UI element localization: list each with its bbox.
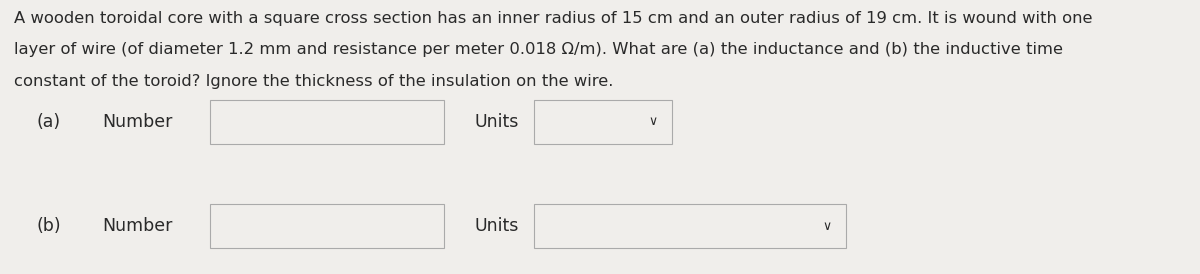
Text: ∨: ∨ <box>822 219 832 233</box>
Text: Number: Number <box>102 217 173 235</box>
FancyBboxPatch shape <box>210 204 444 248</box>
Text: ∨: ∨ <box>648 115 658 129</box>
Text: Number: Number <box>102 113 173 131</box>
Text: Units: Units <box>474 217 518 235</box>
FancyBboxPatch shape <box>534 204 846 248</box>
Text: A wooden toroidal core with a square cross section has an inner radius of 15 cm : A wooden toroidal core with a square cro… <box>14 11 1093 26</box>
FancyBboxPatch shape <box>534 100 672 144</box>
Text: constant of the toroid? Ignore the thickness of the insulation on the wire.: constant of the toroid? Ignore the thick… <box>14 74 613 89</box>
FancyBboxPatch shape <box>210 100 444 144</box>
Text: Units: Units <box>474 113 518 131</box>
Text: (a): (a) <box>36 113 60 131</box>
Text: layer of wire (of diameter 1.2 mm and resistance per meter 0.018 Ω/m). What are : layer of wire (of diameter 1.2 mm and re… <box>14 42 1063 58</box>
Text: (b): (b) <box>36 217 61 235</box>
